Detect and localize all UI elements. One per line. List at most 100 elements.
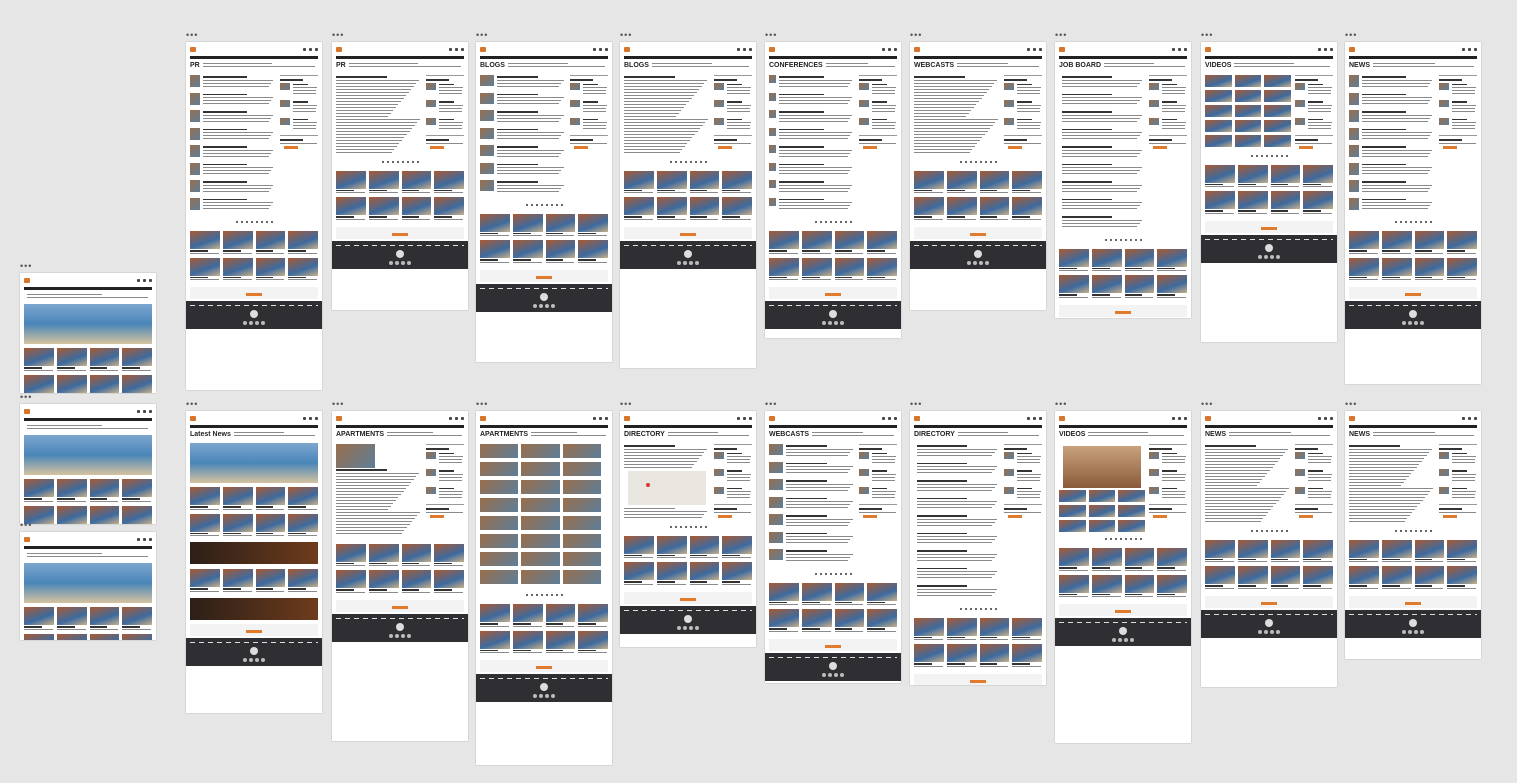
news-card[interactable] [1303,566,1333,590]
menu-icon[interactable] [1039,47,1042,51]
page-dot[interactable] [535,594,538,596]
artboard-webcasts-list[interactable]: WEBCASTS [765,411,901,683]
video-card[interactable] [1088,505,1116,517]
social-icon[interactable] [243,657,247,662]
newsletter-button[interactable] [825,293,841,296]
list-item[interactable] [190,92,276,107]
page-dot[interactable] [1275,529,1278,532]
apartment-row[interactable] [480,516,608,530]
list-item[interactable] [1438,117,1477,132]
news-card[interactable] [545,604,576,628]
subscribe-button[interactable] [1298,514,1313,518]
social-icon[interactable] [689,625,693,630]
footer-links[interactable] [480,287,608,289]
list-item[interactable] [713,100,752,114]
pagination[interactable] [620,523,756,531]
subscribe-button[interactable] [862,145,877,149]
pagination[interactable] [910,158,1046,166]
site-logo-icon[interactable] [336,46,342,52]
news-card[interactable] [656,535,687,560]
news-card[interactable] [979,170,1010,195]
list-item[interactable] [769,461,855,476]
page-dot[interactable] [829,221,832,223]
newsletter-button[interactable] [392,232,408,236]
news-card[interactable] [1091,574,1122,599]
news-card[interactable] [1447,566,1477,590]
artboard-menu-dots[interactable]: ••• [1201,399,1214,409]
pagination[interactable] [1345,218,1481,226]
social-icon[interactable] [249,321,253,325]
news-card[interactable] [1414,539,1445,564]
list-item[interactable] [1059,75,1145,89]
news-card[interactable] [1124,275,1155,299]
news-card[interactable] [979,197,1010,221]
list-item[interactable] [1003,100,1042,114]
news-card[interactable] [914,644,944,668]
menu-icon[interactable] [1474,416,1477,420]
social-icon[interactable] [1124,638,1128,642]
news-card[interactable] [656,562,687,586]
page-dot[interactable] [1109,538,1112,540]
search-icon[interactable] [882,416,885,420]
site-logo-icon[interactable] [1349,46,1355,52]
social-icon[interactable] [395,633,399,638]
artboard-apartments-list[interactable]: APARTMENTS [476,411,612,765]
news-card[interactable] [401,197,432,221]
artboard-pr-list[interactable]: PR [186,42,322,390]
list-item[interactable] [190,145,276,159]
page-dot[interactable] [560,203,563,206]
list-item[interactable] [769,479,855,493]
user-icon[interactable] [143,537,146,541]
main-navigation[interactable] [624,56,752,59]
list-item[interactable] [914,549,1000,563]
news-card[interactable] [190,257,220,282]
news-card[interactable] [434,570,464,594]
social-icon[interactable] [1408,321,1412,325]
news-card[interactable] [89,505,120,525]
artboard-menu-dots[interactable]: ••• [20,392,33,402]
social-icon[interactable] [261,657,265,662]
user-icon[interactable] [1324,416,1327,420]
news-card[interactable] [1012,644,1042,668]
social-icon[interactable] [261,321,265,325]
footer-links[interactable] [1059,622,1187,623]
social-icon[interactable] [249,657,253,662]
news-card[interactable] [56,607,87,631]
news-card[interactable] [512,630,543,655]
page-dot[interactable] [689,160,692,163]
menu-icon[interactable] [1330,47,1333,51]
social-icon[interactable] [840,672,844,677]
social-icon[interactable] [1402,321,1406,325]
page-dot[interactable] [994,607,997,610]
newsletter-button[interactable] [1405,293,1421,296]
list-item[interactable] [1003,451,1042,466]
news-card[interactable] [914,617,944,642]
list-item[interactable] [1349,75,1435,89]
page-dot[interactable] [1139,238,1142,241]
newsletter-button[interactable] [1115,310,1131,314]
social-icon[interactable] [683,625,687,630]
site-logo-icon[interactable] [480,46,486,52]
list-item[interactable] [1438,100,1477,114]
news-card[interactable] [801,582,832,607]
list-item[interactable] [769,110,855,124]
user-icon[interactable] [1324,47,1327,51]
artboard-news-article-1[interactable]: NEWS [1201,411,1337,687]
social-icon[interactable] [1414,629,1418,634]
news-card[interactable] [1059,548,1089,572]
list-item[interactable] [713,486,752,501]
artboard-blogs-article[interactable]: BLOGS [620,42,756,368]
pagination[interactable] [620,158,756,166]
page-dot[interactable] [1399,529,1402,532]
user-icon[interactable] [743,47,746,51]
news-card[interactable] [624,562,654,586]
page-dot[interactable] [684,160,687,163]
list-item[interactable] [279,82,318,97]
video-card[interactable] [1264,105,1291,117]
social-icon[interactable] [551,694,555,698]
artboard-menu-dots[interactable]: ••• [765,399,778,409]
list-item[interactable] [713,469,752,483]
list-item[interactable] [1059,128,1145,142]
news-card[interactable] [1237,539,1268,564]
footer-links[interactable] [769,656,897,658]
